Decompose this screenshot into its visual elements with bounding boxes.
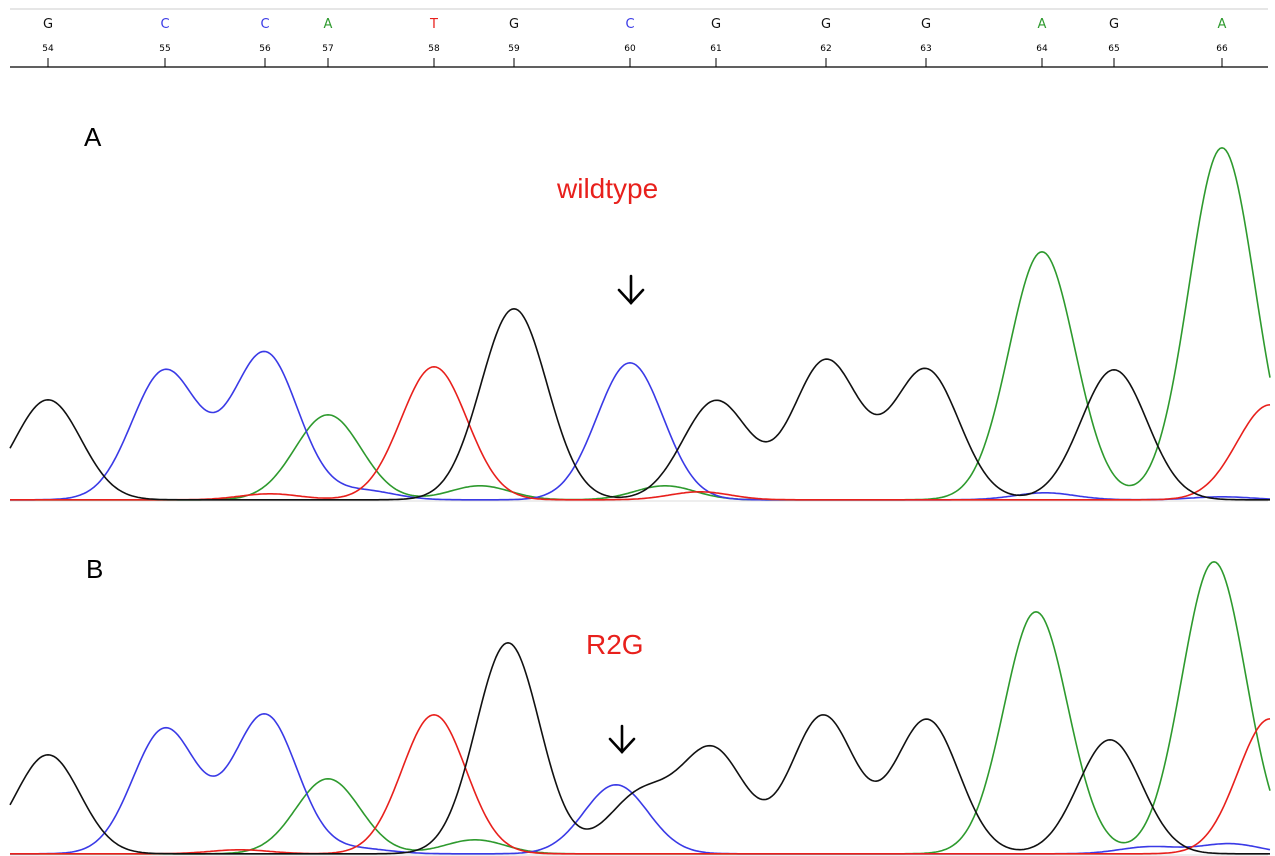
ruler-base-58: T xyxy=(429,17,438,32)
ruler-base-57: A xyxy=(324,17,333,32)
sequence-ruler: G 54 C 55 C 56 A 57 T 58 G 59 C 60 G 61 G 62 G 63 A 64 G 65 A 66 xyxy=(10,8,1268,68)
r2g-label: R2G xyxy=(586,629,644,660)
trace-b-T xyxy=(10,713,1271,855)
ruler-base-56: C xyxy=(260,17,269,32)
ruler-position-60: 60 xyxy=(624,44,636,54)
trace-a-T xyxy=(10,365,1271,501)
trace-a-C xyxy=(10,350,1271,501)
trace-a-G xyxy=(9,307,1270,501)
panel-a-letter: A xyxy=(84,122,102,152)
ruler-position-66: 66 xyxy=(1216,44,1228,54)
arrow-marker-a xyxy=(617,274,645,305)
panel-b-letter: B xyxy=(86,554,103,584)
traces-a xyxy=(9,146,1271,501)
ruler-position-59: 59 xyxy=(508,44,520,54)
ruler-position-62: 62 xyxy=(820,44,831,54)
ruler-position-63: 63 xyxy=(920,44,931,54)
ruler-base-59: G xyxy=(509,17,519,32)
ruler-position-55: 55 xyxy=(159,44,170,54)
traces-b xyxy=(9,560,1271,855)
trace-b-G xyxy=(9,641,1270,855)
panel-b: B R2G xyxy=(9,554,1271,856)
ruler-base-64: A xyxy=(1038,17,1047,32)
ruler-base-62: G xyxy=(821,17,831,32)
ruler-base-65: G xyxy=(1109,17,1119,32)
ruler-base-63: G xyxy=(921,17,931,32)
ruler-position-58: 58 xyxy=(428,44,440,54)
ruler-base-66: A xyxy=(1218,17,1227,32)
ruler-position-64: 64 xyxy=(1036,44,1048,54)
ruler-base-55: C xyxy=(160,17,169,32)
trace-b-C xyxy=(10,712,1271,855)
ruler-position-56: 56 xyxy=(259,44,271,54)
ruler-position-57: 57 xyxy=(322,44,333,54)
ruler-position-65: 65 xyxy=(1108,44,1119,54)
ruler-base-54: G xyxy=(43,17,53,32)
ruler-position-61: 61 xyxy=(710,44,721,54)
arrow-marker-b xyxy=(608,724,636,754)
ruler-base-60: C xyxy=(625,17,634,32)
ruler-position-54: 54 xyxy=(42,44,54,54)
panel-a: A wildtype xyxy=(9,122,1271,502)
trace-b-A xyxy=(10,560,1271,855)
ruler-base-61: G xyxy=(711,17,721,32)
wildtype-label: wildtype xyxy=(556,173,658,204)
